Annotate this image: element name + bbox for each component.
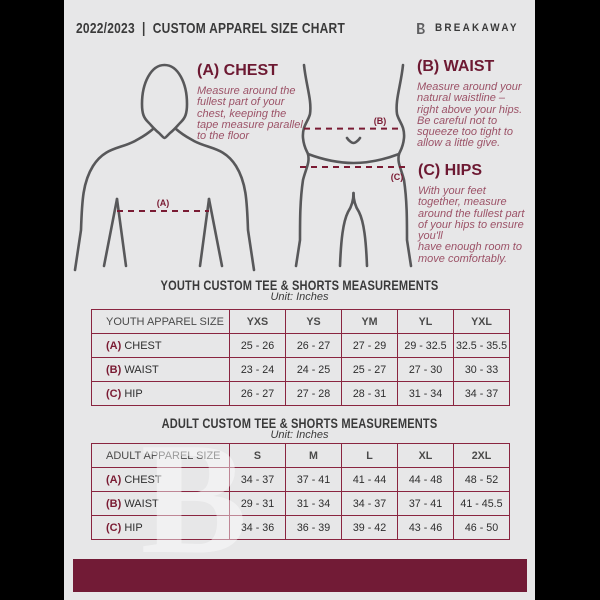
svg-text:(B): (B)	[374, 116, 387, 126]
svg-text:(C): (C)	[391, 172, 404, 182]
svg-text:(A): (A)	[157, 198, 170, 208]
